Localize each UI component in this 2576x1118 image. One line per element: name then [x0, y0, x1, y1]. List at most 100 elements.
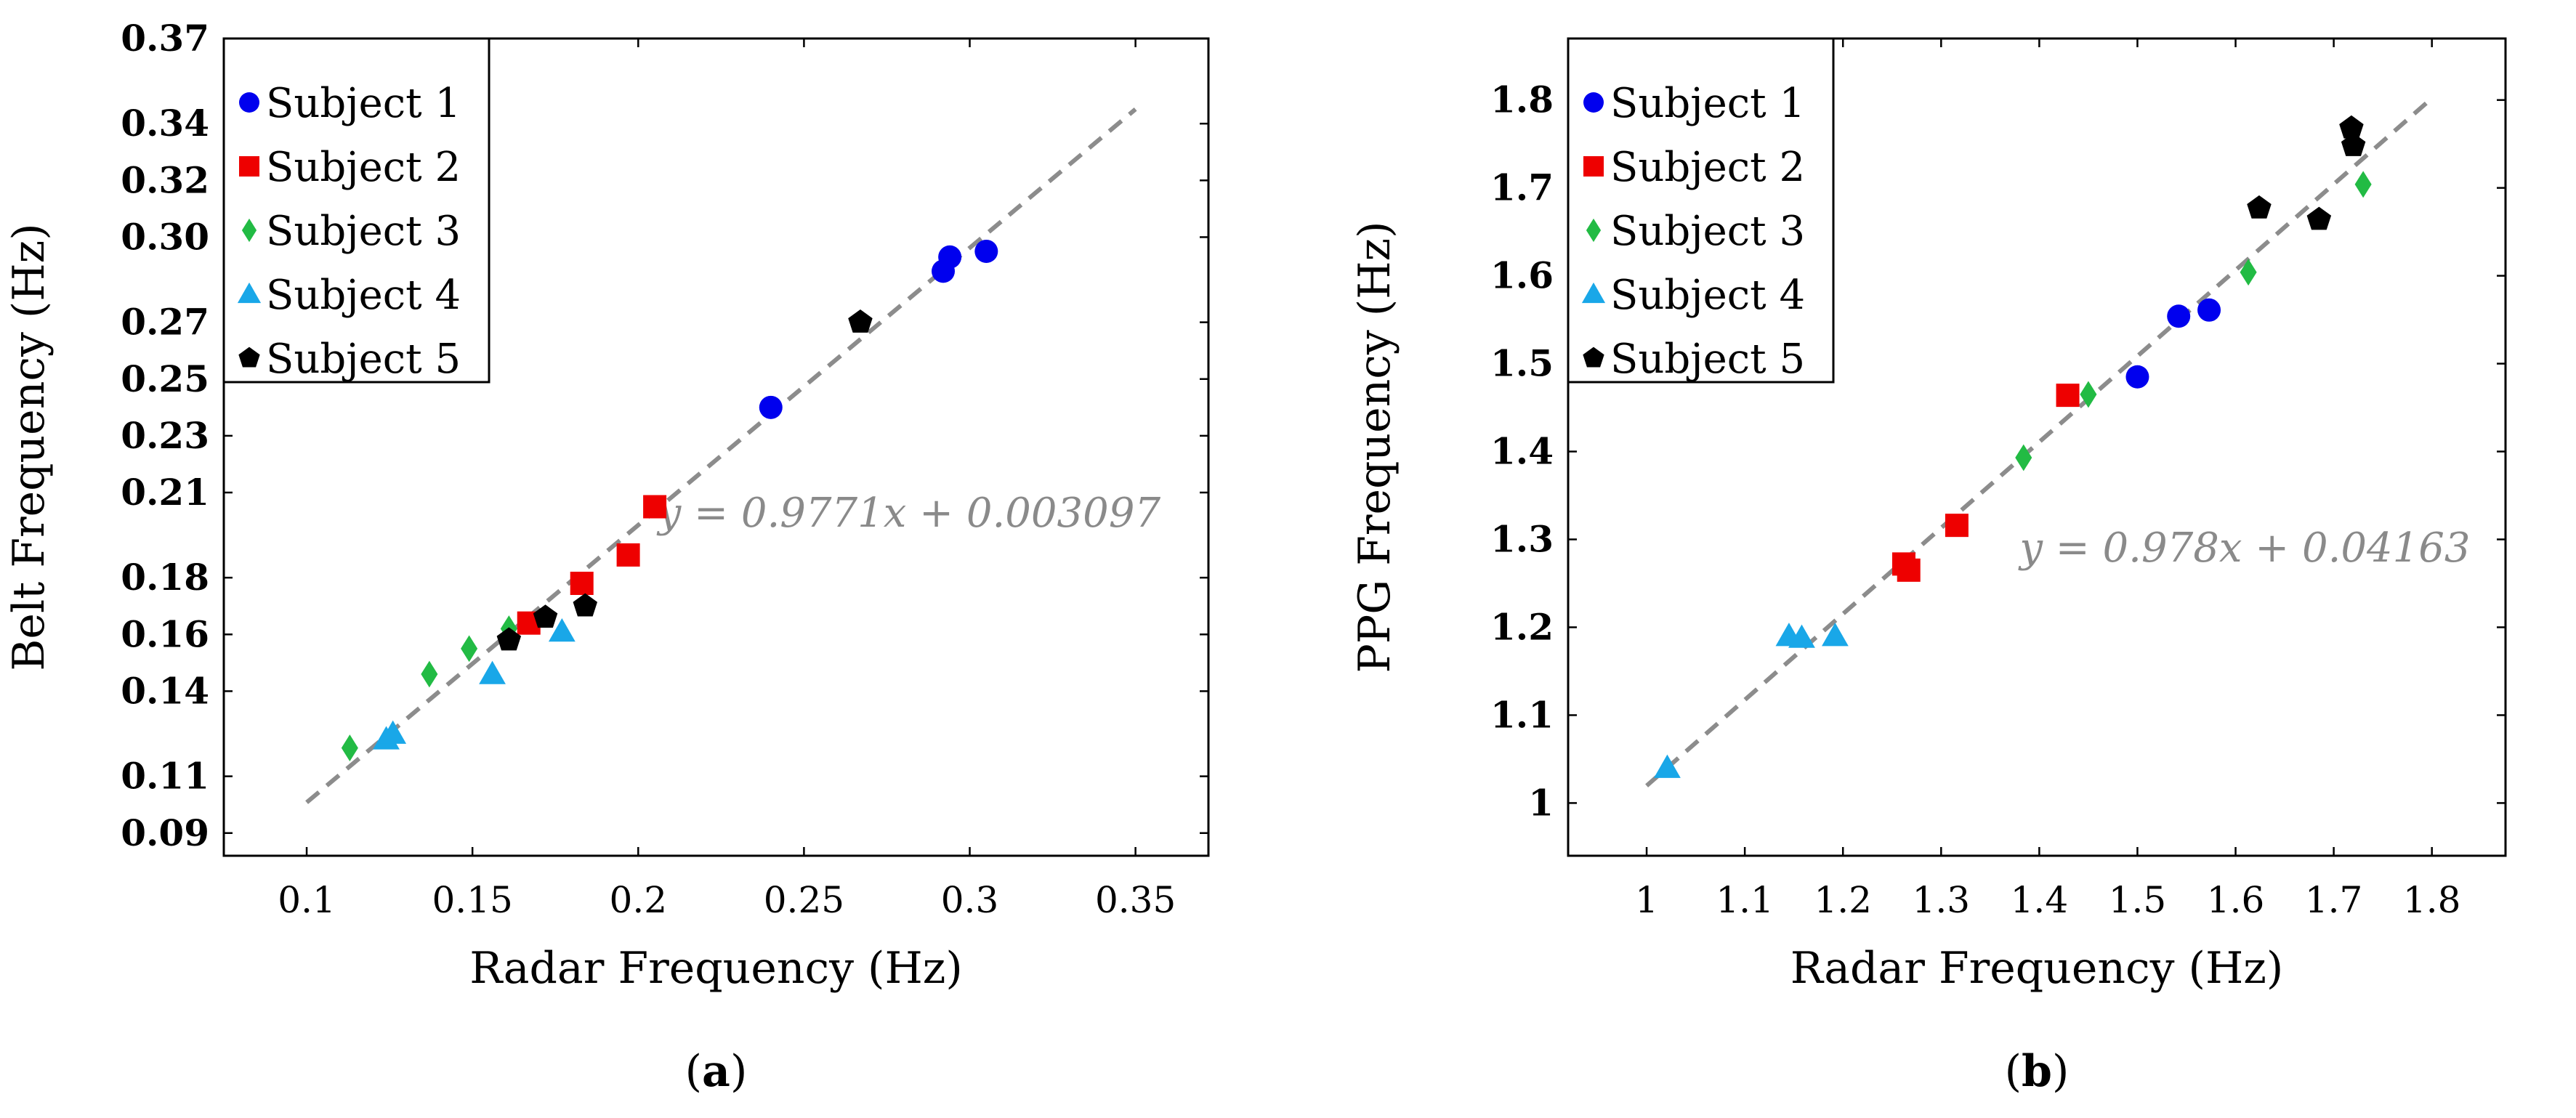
y-tick-label: 1.4 [1490, 430, 1554, 473]
data-point [421, 660, 438, 688]
data-point [1945, 514, 1969, 538]
fit-line [305, 108, 1137, 804]
y-tick-label: 0.14 [121, 669, 209, 712]
legend-marker [1583, 347, 1604, 368]
y-tick-label: 0.16 [121, 612, 209, 655]
plot-frame [1567, 37, 2507, 857]
series-1 [759, 239, 998, 419]
data-point [2341, 132, 2366, 156]
x-axis-label: Radar Frequency (Hz) [1790, 943, 2284, 994]
data-point [2306, 206, 2332, 230]
legend: Subject 1 Subject 2 Subject 3 Subject 4 Subj… [1567, 37, 1835, 384]
data-point [938, 245, 962, 269]
x-tick-label: 1.1 [1716, 879, 1774, 921]
y-tick-label: 1.6 [1490, 254, 1554, 297]
legend-marker [241, 218, 257, 243]
y-tick-label: 1.8 [1490, 78, 1554, 121]
y-tick-label: 1.5 [1490, 342, 1554, 385]
y-tick-label: 1.2 [1490, 605, 1554, 648]
legend-marker [239, 156, 259, 177]
legend-label: Subject 2 [1610, 144, 1805, 191]
data-point [341, 734, 358, 761]
series-5 [496, 309, 873, 651]
data-point [2056, 384, 2080, 408]
legend-label: Subject 5 [1610, 336, 1805, 383]
chart-panel-a: 0.1 0.15 0.2 0.25 0.3 0.35 0.09 0.11 0.14 0.16 0.1… [4, 17, 1210, 1097]
data-point [2197, 298, 2221, 322]
x-tick-label: 1.7 [2305, 879, 2363, 921]
data-point [496, 627, 522, 651]
series-1 [2125, 298, 2221, 389]
fit-equation-label: y = 0.9771x + 0.003097 [656, 490, 1161, 537]
x-tick-label: 1.3 [1913, 879, 1971, 921]
legend-box [222, 37, 490, 384]
x-tick-label: 0.35 [1095, 879, 1176, 921]
x-tick-label: 0.1 [278, 879, 336, 921]
x-tick-label: 1.6 [2207, 879, 2265, 921]
x-tick-label: 1.4 [2011, 879, 2069, 921]
legend-marker [239, 92, 259, 113]
data-point [2015, 444, 2032, 471]
y-tick-label: 0.30 [121, 215, 209, 258]
series-4 [373, 618, 576, 750]
legend-marker [238, 347, 260, 368]
legend-marker [1586, 218, 1602, 243]
data-point [1822, 623, 1849, 647]
x-tick-label: 0.15 [432, 879, 513, 921]
data-point [643, 495, 667, 519]
panel-label: (a) [685, 1046, 748, 1097]
legend-label: Subject 1 [1610, 80, 1805, 127]
y-axis-label: PPG Frequency (Hz) [1349, 221, 1400, 673]
data-point [2339, 115, 2364, 139]
data-point [379, 720, 407, 744]
fit-equation-label: y = 0.978x + 0.04163 [2017, 524, 2470, 572]
y-tick-label: 1.3 [1490, 518, 1554, 561]
data-point [461, 635, 478, 663]
legend-label: Subject 2 [266, 144, 461, 191]
y-tick-label: 1.7 [1490, 166, 1554, 209]
data-point [2240, 259, 2257, 286]
y-tick-label: 0.34 [121, 102, 209, 145]
legend: Subject 1 Subject 2 Subject 3 Subject 4 Subj… [222, 37, 490, 384]
data-point [2167, 304, 2191, 328]
data-point [548, 618, 576, 642]
panel-label: (b) [2005, 1046, 2070, 1097]
data-point [759, 395, 783, 419]
data-point [533, 604, 558, 628]
data-point [974, 239, 998, 263]
x-axis-label: Radar Frequency (Hz) [469, 943, 963, 994]
data-point [2354, 171, 2372, 198]
legend-label: Subject 4 [266, 272, 461, 319]
legend-label: Subject 3 [266, 208, 461, 255]
y-tick-label: 0.11 [121, 755, 209, 798]
legend-marker [237, 282, 262, 304]
plot-frame [222, 37, 1210, 857]
y-tick-label: 1 [1528, 781, 1554, 824]
y-tick-label: 1.1 [1490, 693, 1554, 736]
x-tick-label: 1.5 [2109, 879, 2167, 921]
data-point [2247, 195, 2272, 219]
data-point [2125, 365, 2149, 389]
data-point [848, 309, 873, 333]
y-tick-label: 0.09 [121, 811, 209, 854]
series-3 [341, 615, 517, 761]
x-tick-label: 1.2 [1814, 879, 1872, 921]
data-point [570, 572, 594, 595]
x-tick-label: 0.2 [610, 879, 668, 921]
y-tick-label: 0.18 [121, 556, 209, 599]
series-2 [517, 495, 667, 635]
y-tick-label: 0.25 [121, 357, 209, 400]
chart-panel-b: 1 1.1 1.2 1.3 1.4 1.5 1.6 1.7 1.8 1 1.1 1.2 1.3 1.4 1.… [1349, 37, 2507, 1097]
series-4 [1654, 623, 1849, 778]
legend-label: Subject 5 [266, 336, 461, 383]
fit-line [1645, 96, 2434, 787]
x-tick-label: 0.3 [941, 879, 999, 921]
y-tick-label: 0.32 [121, 158, 209, 201]
data-point [616, 543, 640, 567]
series-3 [2015, 171, 2372, 471]
data-point [1897, 558, 1921, 582]
legend-label: Subject 1 [266, 80, 461, 127]
legend-label: Subject 4 [1610, 272, 1805, 319]
series-5 [2247, 115, 2366, 230]
